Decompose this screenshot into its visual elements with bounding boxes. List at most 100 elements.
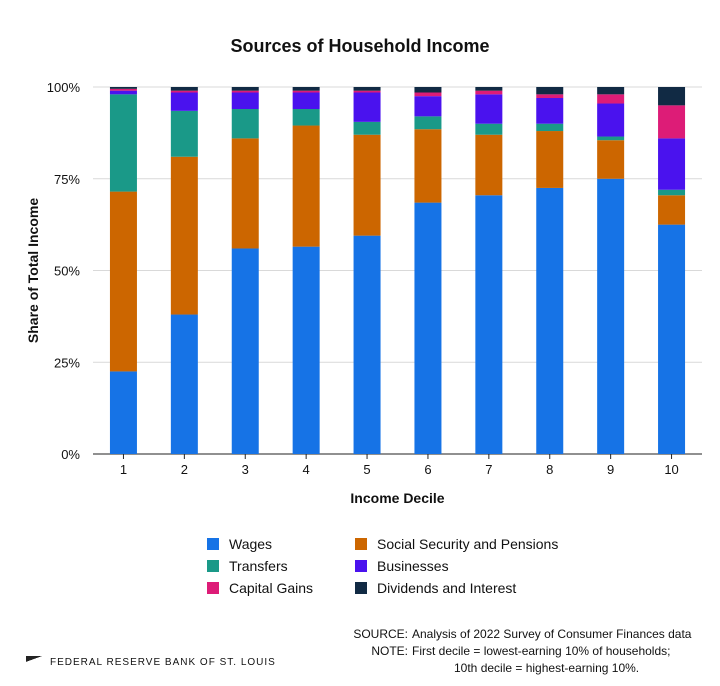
note-text-line2: 10th decile = highest-earning 10%.	[454, 661, 640, 675]
bar-segment-social-security-and-pensions	[292, 125, 320, 247]
x-tick-label: 9	[607, 462, 614, 477]
legend-label: Wages	[229, 536, 273, 552]
bar-segment-social-security-and-pensions	[414, 129, 442, 203]
bar-segment-wages	[658, 224, 686, 454]
bar-segment-social-security-and-pensions	[475, 134, 503, 196]
bar-segment-social-security-and-pensions	[231, 138, 259, 249]
bar-segment-businesses	[292, 92, 320, 110]
bar-segment-businesses	[170, 92, 198, 111]
bar-segment-social-security-and-pensions	[109, 191, 137, 372]
bar-segment-wages	[597, 178, 625, 454]
source-label: SOURCE:	[353, 627, 408, 641]
legend-swatch	[355, 538, 367, 550]
legend-item-capital-gains: Capital Gains	[207, 580, 313, 596]
bar-segment-capital-gains	[658, 105, 686, 139]
bar-segment-dividends-and-interest	[536, 87, 564, 95]
note-text-line1: First decile = lowest-earning 10% of hou…	[412, 644, 671, 658]
y-tick-label: 0%	[61, 447, 80, 462]
x-tick-label: 7	[485, 462, 492, 477]
bar-segment-capital-gains	[536, 94, 564, 99]
bar-segment-capital-gains	[109, 88, 137, 91]
bar-segment-capital-gains	[231, 90, 259, 93]
legend-item-wages: Wages	[207, 536, 272, 552]
legend-label: Social Security and Pensions	[377, 536, 559, 552]
bar-segment-dividends-and-interest	[170, 87, 198, 91]
bar-segment-wages	[109, 371, 137, 454]
bar-segment-businesses	[353, 92, 381, 122]
x-tick-label: 6	[424, 462, 431, 477]
legend-item-dividends: Dividends and Interest	[355, 580, 516, 596]
bar-segment-dividends-and-interest	[597, 87, 625, 95]
bar-segment-transfers	[353, 121, 381, 135]
legend-swatch	[207, 582, 219, 594]
legend-swatch	[207, 538, 219, 550]
bar-segment-wages	[536, 187, 564, 455]
bar-segment-capital-gains	[475, 90, 503, 95]
x-tick-label: 8	[546, 462, 553, 477]
bar-segment-transfers	[658, 189, 686, 196]
fed-logo: FEDERAL RESERVE BANK OF ST. LOUIS	[26, 656, 276, 668]
y-tick-label: 50%	[54, 264, 80, 279]
bar-segment-businesses	[475, 94, 503, 124]
legend-swatch	[355, 560, 367, 572]
bar-segment-businesses	[597, 103, 625, 137]
bar-segment-transfers	[597, 136, 625, 141]
bar-segment-dividends-and-interest	[353, 87, 381, 91]
y-tick-label: 75%	[54, 172, 80, 187]
bar-segment-businesses	[231, 92, 259, 110]
x-tick-label: 2	[181, 462, 188, 477]
chart-title: Sources of Household Income	[230, 36, 490, 56]
bar-segment-transfers	[231, 109, 259, 139]
bar-segment-transfers	[414, 116, 442, 130]
bar-segment-dividends-and-interest	[658, 87, 686, 106]
legend-item-businesses: Businesses	[355, 558, 449, 574]
bar-segment-wages	[231, 248, 259, 454]
eagle-icon	[26, 656, 44, 664]
source-text: Analysis of 2022 Survey of Consumer Fina…	[412, 627, 692, 641]
bar-segment-wages	[292, 246, 320, 454]
y-tick-label: 25%	[54, 355, 80, 370]
bar-segment-transfers	[170, 110, 198, 157]
x-tick-label: 1	[120, 462, 127, 477]
bar-segment-capital-gains	[170, 90, 198, 93]
bar-segment-businesses	[414, 96, 442, 117]
bar-segment-transfers	[475, 123, 503, 135]
legend-label: Capital Gains	[229, 580, 314, 596]
bar-segment-social-security-and-pensions	[597, 140, 625, 179]
bar-segment-capital-gains	[353, 90, 381, 93]
source-notes: SOURCE: Analysis of 2022 Survey of Consu…	[320, 626, 700, 677]
org-name: FEDERAL RESERVE BANK OF ST. LOUIS	[50, 657, 276, 668]
legend-label: Businesses	[377, 558, 449, 574]
bar-segment-wages	[414, 202, 442, 454]
bar-segment-dividends-and-interest	[475, 87, 503, 91]
bar-segment-dividends-and-interest	[109, 87, 137, 89]
bar-segment-transfers	[292, 109, 320, 126]
bar-segment-capital-gains	[414, 92, 442, 97]
bar-segment-social-security-and-pensions	[658, 195, 686, 225]
bar-segment-businesses	[536, 98, 564, 124]
bar-segment-dividends-and-interest	[292, 87, 320, 91]
note-label: NOTE:	[371, 644, 408, 658]
bar-segment-businesses	[658, 138, 686, 190]
y-axis-label: Share of Total Income	[25, 198, 41, 343]
bar-segment-wages	[170, 314, 198, 454]
bar-segment-social-security-and-pensions	[353, 134, 381, 236]
bar-segment-dividends-and-interest	[231, 87, 259, 91]
x-tick-label: 3	[242, 462, 249, 477]
bar-segment-transfers	[536, 123, 564, 132]
x-axis-label: Income Decile	[350, 490, 444, 506]
x-tick-label: 10	[664, 462, 678, 477]
bar-segment-capital-gains	[597, 94, 625, 104]
legend-swatch	[355, 582, 367, 594]
legend-swatch	[207, 560, 219, 572]
bar-segment-capital-gains	[292, 90, 320, 93]
stacked-bar-chart: 0% 25% 50% 75% 100% 1 2 3 4 5 6 7 8 9 10 Income Decile S…	[25, 80, 702, 506]
x-tick-label: 5	[363, 462, 370, 477]
bar-segment-businesses	[109, 90, 137, 95]
bar-segment-transfers	[109, 94, 137, 192]
legend-label: Dividends and Interest	[377, 580, 517, 596]
bar-segment-wages	[475, 195, 503, 454]
bar-segment-social-security-and-pensions	[536, 131, 564, 188]
bar-segment-social-security-and-pensions	[170, 156, 198, 315]
legend-item-transfers: Transfers	[207, 558, 288, 574]
